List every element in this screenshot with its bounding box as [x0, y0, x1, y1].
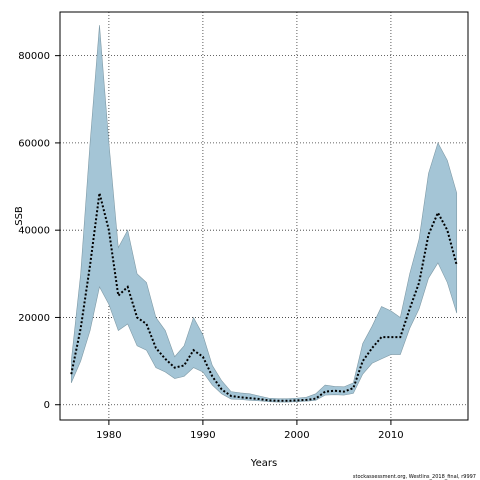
confidence-band	[70, 25, 458, 403]
x-axis-title: Years	[250, 458, 277, 469]
y-tick-label-60000: 60000	[18, 138, 50, 149]
y-tick-label-80000: 80000	[18, 51, 50, 62]
y-tick-label-40000: 40000	[18, 226, 50, 237]
x-tick-label-2010: 2010	[378, 430, 403, 441]
ssb-estimate-line	[70, 192, 458, 402]
x-tick-label-1980: 1980	[96, 430, 121, 441]
x-tick-label-2000: 2000	[284, 430, 309, 441]
y-axis-title: SSB	[14, 206, 25, 226]
axis-ticks: 1980 1990 2000 2010 0 20000 40000 60000 80000	[18, 51, 403, 441]
grid	[60, 12, 468, 420]
source-footnote: stockassessment.org, Westlins_2018_final…	[353, 474, 476, 480]
y-tick-label-20000: 20000	[18, 313, 50, 324]
plot-frame	[59, 11, 469, 421]
y-tick-label-0: 0	[44, 400, 50, 411]
x-tick-label-1990: 1990	[190, 430, 215, 441]
